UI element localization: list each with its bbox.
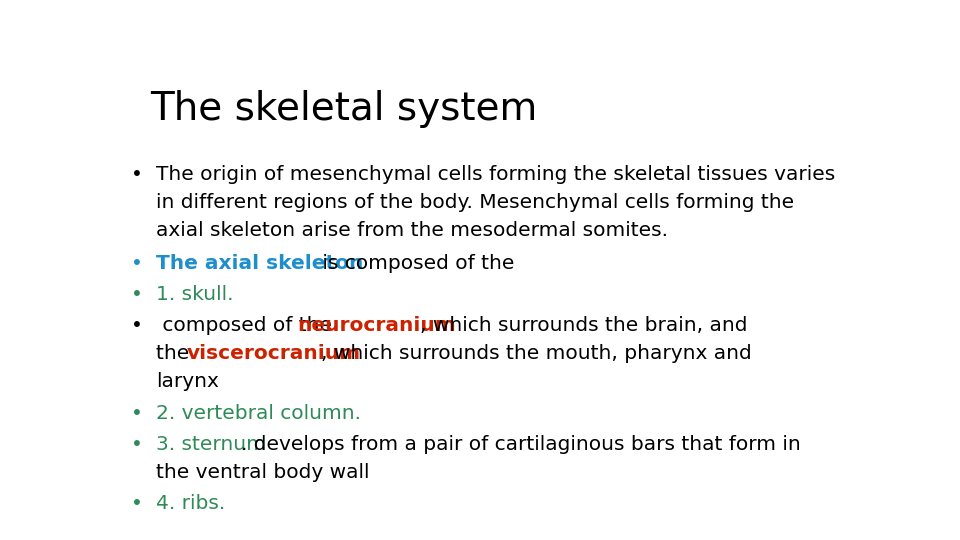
Text: , which surrounds the mouth, pharynx and: , which surrounds the mouth, pharynx and <box>322 344 752 363</box>
Text: •: • <box>132 254 143 273</box>
Text: the: the <box>156 344 195 363</box>
Text: 1. skull.: 1. skull. <box>156 285 233 304</box>
Text: •: • <box>132 403 143 422</box>
Text: 3. sternum: 3. sternum <box>156 435 266 454</box>
Text: •: • <box>132 285 143 304</box>
Text: The origin of mesenchymal cells forming the skeletal tissues varies: The origin of mesenchymal cells forming … <box>156 165 835 184</box>
Text: •: • <box>132 316 143 335</box>
Text: . develops from a pair of cartilaginous bars that form in: . develops from a pair of cartilaginous … <box>241 435 801 454</box>
Text: composed of the: composed of the <box>156 316 338 335</box>
Text: •: • <box>132 165 143 184</box>
Text: The skeletal system: The skeletal system <box>150 90 537 128</box>
Text: axial skeleton arise from the mesodermal somites.: axial skeleton arise from the mesodermal… <box>156 221 668 240</box>
Text: , which surrounds the brain, and: , which surrounds the brain, and <box>420 316 748 335</box>
Text: viscerocranium: viscerocranium <box>186 344 361 363</box>
Text: is composed of the: is composed of the <box>317 254 515 273</box>
Text: •: • <box>132 494 143 513</box>
Text: 2. vertebral column.: 2. vertebral column. <box>156 403 361 422</box>
Text: larynx: larynx <box>156 373 219 392</box>
Text: •: • <box>132 435 143 454</box>
Text: neurocranium: neurocranium <box>297 316 456 335</box>
Text: the ventral body wall: the ventral body wall <box>156 463 370 482</box>
Text: The axial skeleton: The axial skeleton <box>156 254 363 273</box>
Text: in different regions of the body. Mesenchymal cells forming the: in different regions of the body. Mesenc… <box>156 193 794 212</box>
Text: 4. ribs.: 4. ribs. <box>156 494 225 513</box>
